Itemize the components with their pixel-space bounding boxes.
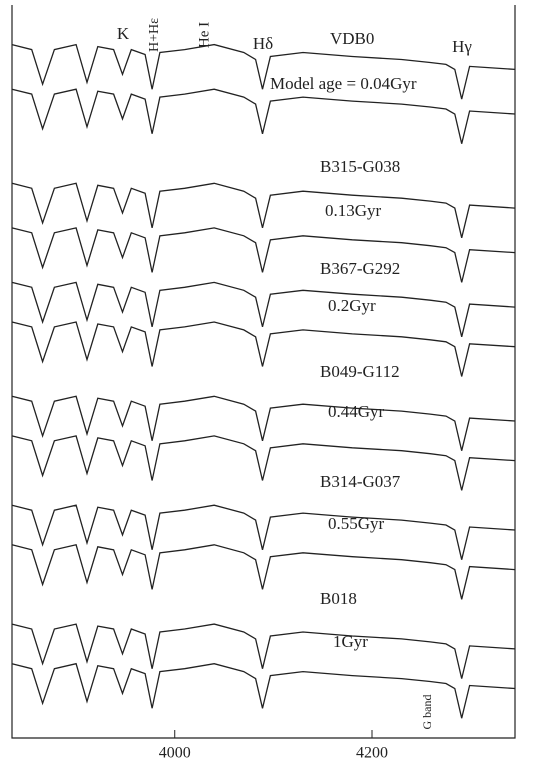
series-label: 0.44Gyr bbox=[328, 402, 385, 421]
feature-label: H+Hε bbox=[147, 18, 162, 52]
spectrum-line bbox=[11, 182, 516, 238]
spectrum-line bbox=[11, 281, 516, 337]
series-label: B314-G037 bbox=[320, 472, 401, 491]
feature-label: G band bbox=[420, 695, 434, 730]
series-label: 0.13Gyr bbox=[325, 201, 382, 220]
series-label: Model age = 0.04Gyr bbox=[270, 74, 417, 93]
spectrum-line bbox=[11, 227, 516, 283]
spectrum-line bbox=[11, 321, 516, 377]
series-label: B315-G038 bbox=[320, 157, 400, 176]
spectrum-line bbox=[11, 623, 516, 679]
series-label: B367-G292 bbox=[320, 259, 400, 278]
x-tick-label: 4000 bbox=[159, 745, 191, 762]
spectrum-line bbox=[11, 662, 516, 719]
feature-label: Hγ bbox=[452, 37, 472, 56]
spectrum-line bbox=[11, 435, 516, 491]
plot-frame bbox=[11, 5, 516, 739]
spectrum-line bbox=[11, 544, 516, 600]
spectrum-line bbox=[11, 395, 516, 451]
spectrum-line bbox=[11, 88, 516, 144]
series-label: B018 bbox=[320, 589, 357, 608]
feature-label: K bbox=[117, 24, 130, 43]
series-label: 1Gyr bbox=[333, 632, 368, 651]
feature-label: He I bbox=[196, 22, 212, 48]
spectrum-line bbox=[11, 504, 516, 560]
spectrum-line bbox=[11, 43, 516, 100]
series-label: 0.55Gyr bbox=[328, 514, 385, 533]
series-label: B049-G112 bbox=[320, 362, 400, 381]
series-label: 0.2Gyr bbox=[328, 296, 376, 315]
series-label: VDB0 bbox=[330, 29, 374, 48]
x-tick-label: 4200 bbox=[356, 745, 388, 762]
feature-label: Hδ bbox=[253, 34, 273, 53]
